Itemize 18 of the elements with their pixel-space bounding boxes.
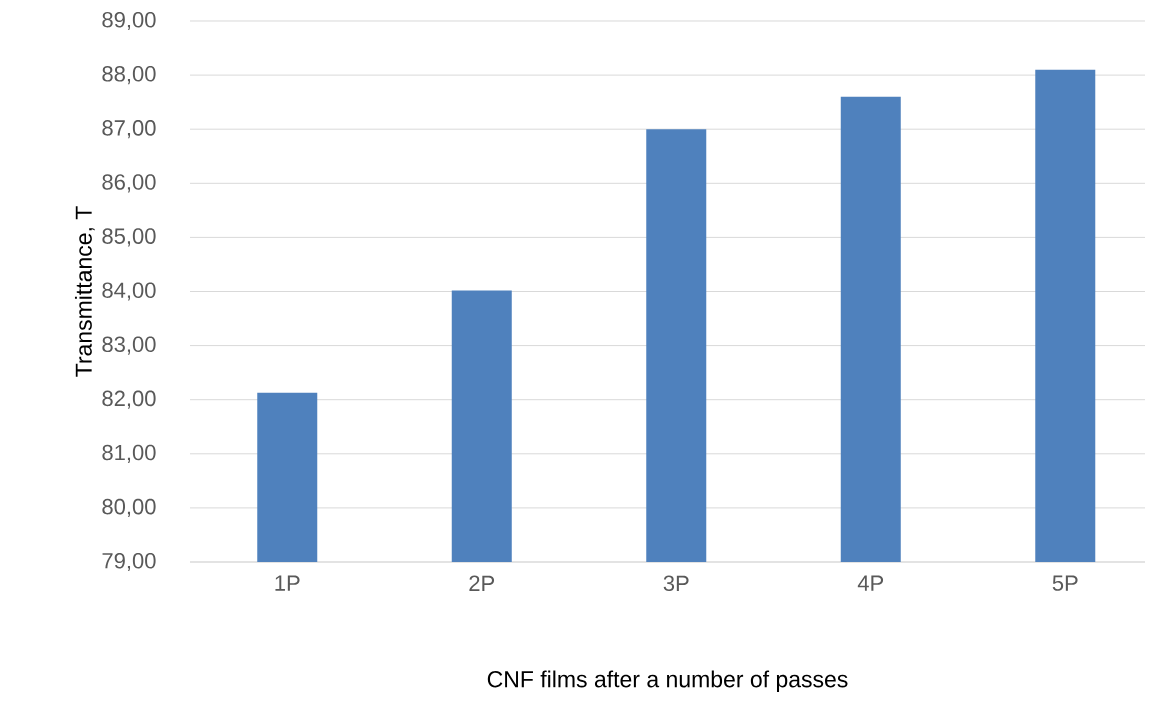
y-tick-label: 88,00 — [102, 66, 156, 85]
x-tick-label: 4P — [857, 575, 884, 591]
x-tick-label: 5P — [1052, 575, 1078, 591]
x-axis-title: CNF films after a number of passes — [487, 670, 848, 692]
y-axis-title: Transmittance, T — [74, 206, 95, 377]
y-tick-label: 87,00 — [102, 120, 156, 139]
y-tick-label: 81,00 — [102, 444, 156, 463]
y-tick-label: 89,00 — [102, 11, 156, 31]
y-tick-label: 84,00 — [102, 282, 156, 301]
x-tick-label: 3P — [663, 575, 689, 592]
y-tick-label: 82,00 — [102, 390, 156, 409]
y-tick-label: 79,00 — [102, 552, 156, 572]
x-tick-label: 2P — [469, 575, 495, 591]
x-tick-label: 1P — [275, 575, 300, 591]
y-tick-label: 85,00 — [102, 228, 156, 247]
y-tick-label: 86,00 — [102, 174, 156, 193]
y-tick-label: 83,00 — [102, 336, 156, 355]
y-tick-label: 80,00 — [102, 498, 156, 517]
